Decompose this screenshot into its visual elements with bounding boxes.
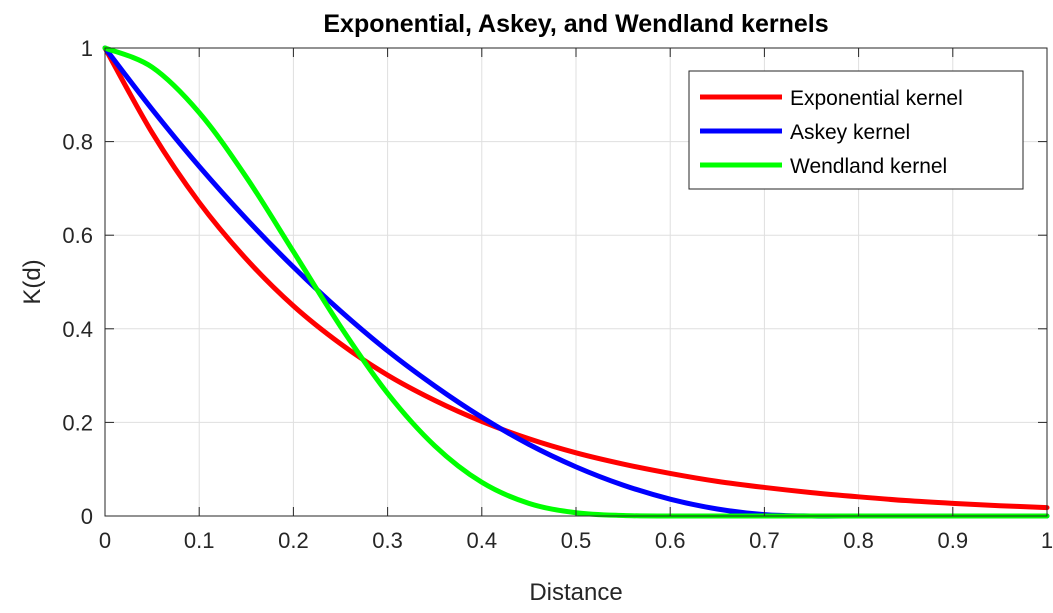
y-tick-label: 0.2 xyxy=(62,410,93,435)
y-tick-label: 0.6 xyxy=(62,223,93,248)
y-tick-label: 0.4 xyxy=(62,317,93,342)
y-tick-label: 0.8 xyxy=(62,130,93,155)
legend-label-exponential-kernel: Exponential kernel xyxy=(790,87,963,110)
x-tick-label: 0 xyxy=(99,528,111,553)
y-tick-label: 1 xyxy=(81,36,93,61)
x-tick-label: 0.2 xyxy=(278,528,309,553)
y-axis-label: K(d) xyxy=(19,259,46,304)
x-tick-label: 0.9 xyxy=(938,528,969,553)
x-tick-label: 0.1 xyxy=(184,528,215,553)
chart-title: Exponential, Askey, and Wendland kernels xyxy=(323,10,828,38)
legend-label-wendland-kernel: Wendland kernel xyxy=(790,155,947,178)
x-tick-label: 0.4 xyxy=(467,528,498,553)
x-tick-label: 0.8 xyxy=(843,528,874,553)
legend: Exponential kernel Askey kernel Wendland k… xyxy=(688,70,1024,190)
y-tick-label: 0 xyxy=(81,504,93,529)
x-tick-label: 0.3 xyxy=(372,528,403,553)
series-line-exponential-kernel xyxy=(102,45,1050,511)
x-tick-label: 0.6 xyxy=(655,528,686,553)
x-tick-label: 1 xyxy=(1041,528,1053,553)
legend-label-askey-kernel: Askey kernel xyxy=(790,121,910,144)
x-axis-label: Distance xyxy=(529,579,622,606)
tick-layer: 0 0.1 0.2 0.3 0.4 0.5 0.6 0.7 0.8 0.9 1 0 0.2 0.4 0.6 0… xyxy=(62,36,1053,553)
x-tick-label: 0.7 xyxy=(749,528,780,553)
x-tick-label: 0.5 xyxy=(561,528,592,553)
